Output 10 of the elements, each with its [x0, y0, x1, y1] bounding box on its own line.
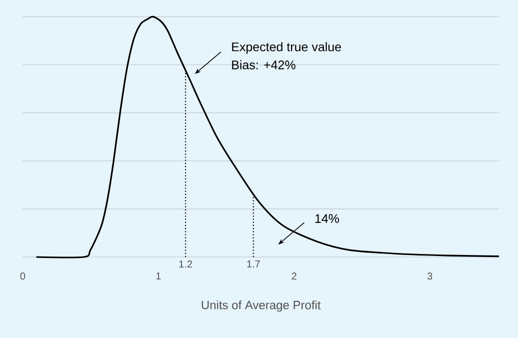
x-axis-title: Units of Average Profit: [202, 300, 321, 312]
x-tick-label: 3: [427, 272, 432, 280]
x-tick-label: 1: [156, 272, 161, 280]
ref-line-label: 1.7: [247, 260, 260, 268]
annotation: Bias: +42%: [232, 60, 296, 70]
ref-line-label: 1.2: [179, 260, 192, 268]
x-tick-label: 2: [292, 272, 296, 280]
annotation: Expected true value: [232, 42, 342, 54]
x-tick-label: 0: [20, 272, 26, 280]
annotation: 14%: [315, 214, 340, 223]
